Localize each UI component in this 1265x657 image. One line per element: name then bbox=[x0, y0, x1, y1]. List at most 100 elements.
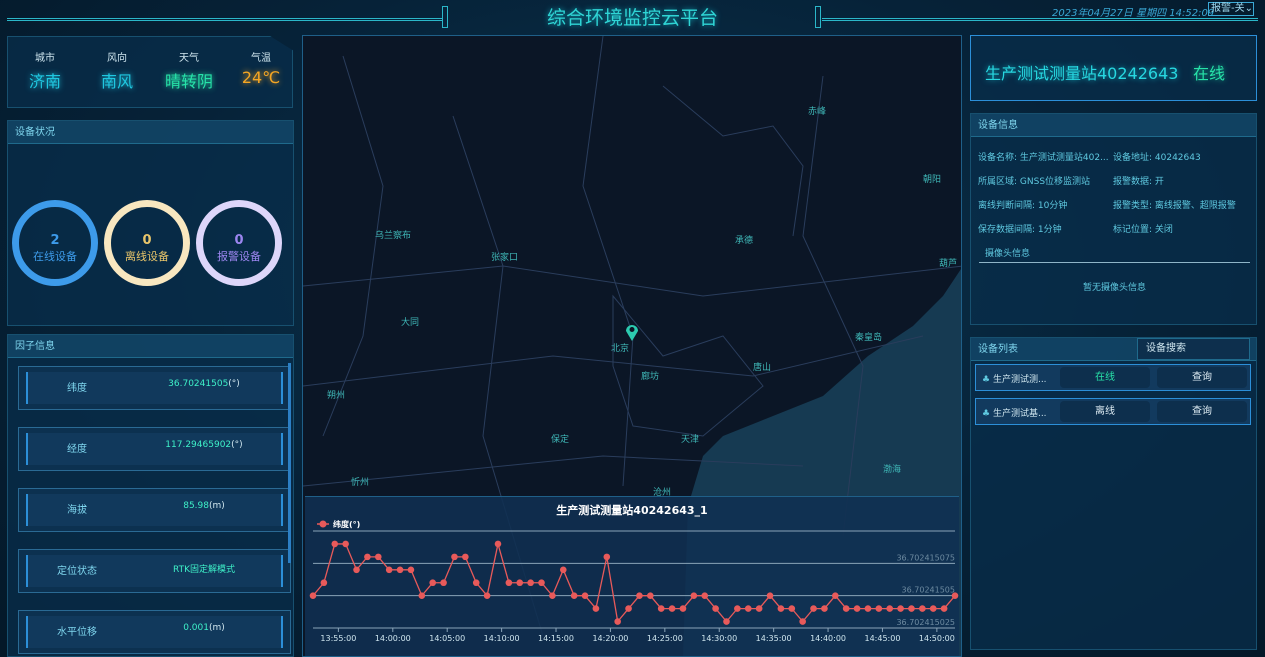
data-point bbox=[755, 605, 763, 612]
data-point bbox=[462, 553, 469, 561]
x-tick-label: 14:50:00 bbox=[919, 634, 955, 643]
city-label: 保定 bbox=[551, 435, 570, 445]
x-tick-label: 14:40:00 bbox=[810, 634, 846, 643]
data-point bbox=[364, 553, 371, 561]
city-label: 张家口 bbox=[491, 253, 519, 263]
data-point bbox=[886, 605, 894, 612]
divider bbox=[979, 262, 1250, 263]
device-list-row[interactable]: ♣ 生产测试基... 离线 查询 bbox=[975, 398, 1251, 425]
x-tick-label: 14:30:00 bbox=[701, 634, 737, 643]
data-point bbox=[418, 592, 426, 599]
x-tick-label: 14:00:00 bbox=[375, 634, 411, 643]
panel-title: 设备信息 bbox=[971, 114, 1256, 137]
weather-label: 天气 bbox=[179, 53, 199, 64]
factor-number: 85.98 bbox=[183, 501, 209, 511]
status-label: 离线设备 bbox=[125, 250, 169, 263]
x-tick-label: 14:10:00 bbox=[484, 634, 520, 643]
device-tree-icon: ♣ bbox=[982, 409, 991, 419]
device-list-row[interactable]: ♣ 生产测试测... 在线 查询 bbox=[975, 364, 1251, 391]
data-point bbox=[842, 605, 850, 612]
data-point bbox=[897, 605, 904, 612]
city-label: 赤峰 bbox=[808, 107, 827, 117]
y-tick-label: 36.70241505 bbox=[902, 586, 955, 595]
chevron-down-icon: ⌄ bbox=[1244, 3, 1253, 14]
data-point bbox=[723, 618, 730, 625]
device-status-button[interactable]: 在线 bbox=[1060, 367, 1150, 388]
data-point bbox=[483, 592, 491, 599]
x-tick-label: 14:45:00 bbox=[864, 634, 900, 643]
header-line-right bbox=[822, 18, 1258, 21]
factor-card: 水平位移 0.001(m) bbox=[18, 610, 291, 654]
factor-unit: (°) bbox=[228, 379, 240, 389]
weather-value: 南风 bbox=[100, 72, 133, 91]
data-point bbox=[603, 553, 611, 561]
status-ring[interactable]: 0 离线设备 bbox=[104, 200, 190, 286]
status-count: 0 bbox=[234, 233, 244, 248]
data-point bbox=[407, 566, 415, 574]
device-status-panel: 设备状况 2 在线设备 0 离线设备 0 报警设备 bbox=[7, 120, 294, 326]
factor-label: 海拔 bbox=[67, 505, 87, 516]
device-status-button[interactable]: 离线 bbox=[1060, 401, 1150, 422]
device-info-field: 设备名称: 生产测试测量站402... bbox=[978, 153, 1109, 163]
data-point bbox=[309, 592, 317, 599]
weather-label: 风向 bbox=[107, 53, 127, 64]
status-ring[interactable]: 0 报警设备 bbox=[196, 200, 282, 286]
data-point bbox=[494, 540, 502, 548]
data-point bbox=[951, 592, 959, 599]
data-point bbox=[451, 553, 458, 561]
alarm-select-value: 报警-关 bbox=[1211, 3, 1245, 14]
data-point bbox=[614, 618, 621, 625]
device-name: ♣ 生产测试基... bbox=[982, 406, 1047, 419]
legend-marker bbox=[319, 520, 327, 528]
factor-number: 36.70241505 bbox=[168, 379, 229, 389]
city-label: 大同 bbox=[401, 318, 420, 328]
station-name: 生产测试测量站40242643 bbox=[985, 64, 1179, 83]
device-name-text: 生产测试基... bbox=[992, 409, 1047, 419]
data-point bbox=[549, 592, 556, 599]
weather-value: 24℃ bbox=[241, 68, 281, 87]
device-search-input[interactable]: 设备搜索 bbox=[1137, 338, 1250, 360]
scrollbar[interactable] bbox=[288, 363, 291, 563]
data-point bbox=[636, 592, 643, 599]
x-tick-label: 14:05:00 bbox=[429, 634, 465, 643]
device-info-field: 离线判断间隔: 10分钟 bbox=[978, 201, 1068, 211]
data-point bbox=[647, 592, 654, 599]
status-count: 2 bbox=[50, 233, 60, 248]
factor-card: 定位状态 RTK固定解模式 bbox=[18, 549, 291, 593]
data-point bbox=[592, 605, 600, 612]
factor-card: 经度 117.29465902(°) bbox=[18, 427, 291, 471]
status-label: 报警设备 bbox=[217, 250, 261, 263]
x-tick-label: 14:25:00 bbox=[647, 634, 683, 643]
city-label: 朝阳 bbox=[923, 175, 942, 185]
city-label: 葫芦 bbox=[939, 259, 958, 269]
map-pin-icon[interactable] bbox=[625, 323, 639, 341]
data-point bbox=[396, 566, 404, 574]
factor-panel: 因子信息 纬度 36.70241505(°) 经度 117.29465902(°) 海拔… bbox=[7, 334, 294, 657]
data-point bbox=[821, 605, 828, 612]
status-ring[interactable]: 2 在线设备 bbox=[12, 200, 98, 286]
city-label: 北京 bbox=[611, 344, 630, 354]
map-view[interactable]: 赤峰 朝阳 乌兰察布 张家口 承德 葫芦 大同 北京 秦皇岛 廊坊 唐山 朔州 保定 天津 渤海 忻州 沧州 生… bbox=[302, 35, 962, 657]
device-info-field: 报警类型: 离线报警、超限报警 bbox=[1113, 201, 1236, 211]
factor-unit: (m) bbox=[208, 501, 225, 511]
factor-number: RTK固定解模式 bbox=[173, 565, 235, 575]
data-point bbox=[440, 579, 447, 587]
header-ornament bbox=[442, 6, 448, 28]
city-label: 唐山 bbox=[753, 363, 772, 373]
data-point bbox=[538, 579, 545, 587]
data-point bbox=[581, 592, 589, 599]
header-line-left bbox=[7, 18, 443, 21]
panel-title: 设备状况 bbox=[8, 121, 293, 144]
data-point bbox=[668, 605, 676, 612]
city-label: 天津 bbox=[681, 435, 700, 445]
data-point bbox=[766, 592, 774, 599]
data-point bbox=[385, 566, 393, 574]
data-point bbox=[657, 605, 665, 612]
clock: 2023年04月27日 星期四 14:52:09 bbox=[1052, 8, 1215, 19]
city-label: 朔州 bbox=[327, 391, 346, 401]
weather-item: 风向 南风 bbox=[87, 49, 147, 92]
query-button[interactable]: 查询 bbox=[1157, 401, 1247, 422]
camera-info-title: 摄像头信息 bbox=[985, 249, 1031, 259]
alarm-select[interactable]: 报警-关⌄ bbox=[1208, 2, 1254, 16]
query-button[interactable]: 查询 bbox=[1157, 367, 1247, 388]
